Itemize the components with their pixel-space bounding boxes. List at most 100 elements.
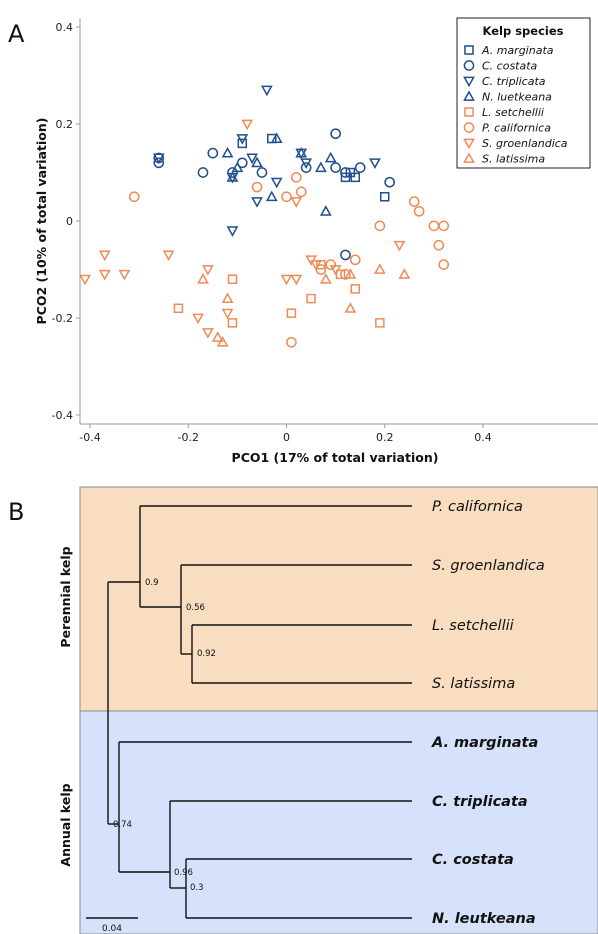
data-point bbox=[246, 153, 258, 165]
y-tick-label: 0 bbox=[66, 215, 73, 228]
tree-branches bbox=[107, 505, 412, 919]
group-label-perennial: Perennial kelp bbox=[58, 546, 73, 647]
legend-entry: N. luetkeana bbox=[482, 91, 552, 104]
legend-marker bbox=[464, 107, 474, 117]
data-point bbox=[236, 134, 249, 145]
data-point bbox=[281, 191, 292, 203]
x-tick-label: 0.4 bbox=[474, 431, 492, 444]
perennial-group-band bbox=[79, 486, 598, 712]
data-point bbox=[128, 191, 140, 203]
data-point bbox=[152, 153, 165, 165]
legend-title: Kelp species bbox=[483, 24, 564, 38]
data-point bbox=[413, 205, 425, 217]
series-s--groenlandica bbox=[79, 119, 406, 339]
x-tick-label: -0.4 bbox=[79, 431, 100, 444]
data-point bbox=[295, 186, 307, 198]
data-point bbox=[241, 119, 254, 131]
data-point bbox=[118, 269, 131, 281]
legend-marker bbox=[463, 122, 475, 133]
legend: Kelp species A. marginata C. costata C. tri… bbox=[456, 17, 591, 169]
data-point bbox=[373, 263, 386, 274]
data-point bbox=[211, 331, 224, 342]
leaf-label: N. leutkeana bbox=[432, 911, 536, 927]
data-point bbox=[438, 220, 450, 232]
legend-marker bbox=[463, 152, 475, 163]
data-point bbox=[315, 161, 327, 173]
y-tick-label: 0.4 bbox=[56, 21, 74, 34]
data-point bbox=[280, 274, 293, 286]
legend-entry: C. triplicata bbox=[482, 75, 546, 88]
data-point bbox=[384, 176, 396, 188]
legend-entry: P. californica bbox=[482, 122, 551, 135]
y-axis-title: PCO2 (10% of total variation) bbox=[34, 118, 49, 325]
data-point bbox=[329, 265, 342, 276]
data-point bbox=[290, 197, 303, 208]
series-c--triplicata bbox=[152, 85, 381, 237]
data-point bbox=[221, 146, 234, 158]
annual-group-band bbox=[79, 710, 598, 934]
x-tick-label: -0.2 bbox=[178, 431, 199, 444]
data-point bbox=[216, 336, 229, 347]
data-point bbox=[251, 156, 263, 168]
data-point bbox=[344, 302, 357, 313]
legend-box bbox=[456, 17, 591, 169]
panel-label-a: A bbox=[8, 20, 25, 48]
data-point bbox=[300, 158, 313, 169]
node-support-label: 0.74 bbox=[113, 820, 132, 830]
data-point bbox=[350, 284, 361, 294]
data-point bbox=[227, 274, 238, 284]
data-point bbox=[251, 197, 263, 208]
data-point bbox=[290, 274, 303, 286]
legend-entry: L. setchellii bbox=[482, 106, 544, 119]
data-point bbox=[295, 146, 308, 158]
data-point bbox=[286, 336, 297, 348]
leaf-label: S. latissima bbox=[432, 676, 515, 692]
series-s--latissima bbox=[197, 263, 411, 347]
data-point bbox=[286, 308, 297, 318]
data-point bbox=[300, 162, 312, 173]
data-point bbox=[197, 167, 209, 178]
data-point bbox=[173, 303, 184, 314]
data-point bbox=[162, 250, 175, 262]
data-point bbox=[153, 157, 165, 169]
data-point bbox=[350, 172, 361, 183]
data-point bbox=[290, 172, 302, 183]
data-point bbox=[408, 196, 420, 207]
data-point bbox=[270, 132, 283, 143]
leaf-label: L. setchellii bbox=[432, 618, 514, 634]
data-point bbox=[340, 269, 351, 280]
node-support-label: 0.92 bbox=[197, 649, 216, 659]
data-point bbox=[335, 269, 346, 280]
legend-entry: S. latissima bbox=[482, 153, 545, 166]
data-point bbox=[340, 249, 351, 261]
data-point bbox=[197, 273, 209, 284]
legend-entry: A. marginata bbox=[481, 44, 554, 57]
data-point bbox=[237, 138, 248, 149]
legend-marker bbox=[463, 138, 475, 150]
legend-marker bbox=[464, 45, 474, 55]
leaf-label: A. marginata bbox=[431, 735, 538, 751]
legend-entry: C. costata bbox=[482, 60, 538, 73]
data-point bbox=[260, 85, 273, 97]
data-point bbox=[310, 260, 322, 271]
node-support-label: 0.3 bbox=[190, 883, 204, 893]
scale-bar-label: 0.04 bbox=[102, 924, 122, 934]
legend-marker bbox=[463, 76, 475, 88]
data-point bbox=[345, 167, 356, 178]
data-point bbox=[324, 151, 337, 163]
data-point bbox=[428, 220, 440, 232]
data-point bbox=[231, 161, 244, 173]
data-point bbox=[202, 328, 214, 339]
data-point bbox=[380, 192, 390, 202]
y-tick-label: -0.4 bbox=[52, 409, 73, 422]
data-point bbox=[251, 181, 263, 193]
pco-scatter-plot: -0.4 -0.2 0 0.2 0.4 -0.4 -0.2 0 0.2 0.4 PCO1 (17% … bbox=[34, 17, 598, 465]
data-point bbox=[398, 268, 411, 279]
data-point bbox=[221, 308, 234, 320]
group-label-annual: Annual kelp bbox=[58, 783, 73, 866]
data-point bbox=[270, 177, 283, 189]
data-point bbox=[340, 167, 351, 178]
data-point bbox=[202, 265, 214, 276]
legend-marker bbox=[463, 60, 475, 71]
data-point bbox=[354, 162, 366, 173]
